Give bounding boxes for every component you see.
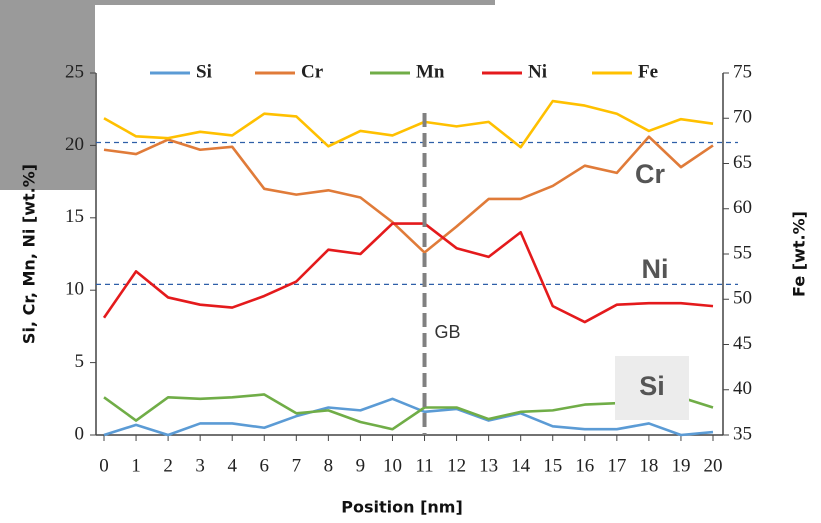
x-tick-label: 15	[543, 455, 562, 476]
y-tick-label: 20	[65, 134, 84, 155]
legend-label: Ni	[528, 61, 547, 82]
y2-tick-label: 45	[733, 333, 752, 354]
y-axis-title: Si, Cr, Mn, Ni [wt.%]	[20, 164, 39, 344]
x-axis-title: Position [nm]	[341, 498, 463, 517]
series-line	[102, 222, 714, 324]
x-tick-label: 3	[195, 455, 205, 476]
x-tick-label: 17	[607, 455, 626, 476]
y2-tick-label: 55	[733, 242, 752, 263]
x-tick-label: 18	[639, 455, 658, 476]
annotation: Cr	[635, 159, 665, 189]
x-tick-label: 6	[260, 455, 270, 476]
y2-tick-label: 35	[733, 423, 752, 444]
x-tick-label: 1	[131, 455, 141, 476]
y2-tick-label: 65	[733, 152, 752, 173]
boundary-label: GB	[435, 322, 461, 342]
annotation: Si	[639, 371, 665, 401]
legend-label: Mn	[416, 61, 445, 82]
x-tick-label: 9	[356, 455, 366, 476]
x-tick-label: 2	[163, 455, 173, 476]
y-tick-label: 5	[75, 351, 85, 372]
x-tick-label: 16	[575, 455, 594, 476]
y2-tick-label: 70	[733, 107, 752, 128]
x-tick-label: 13	[479, 455, 498, 476]
x-tick-label: 14	[511, 455, 531, 476]
x-tick-label: 11	[415, 455, 433, 476]
y-tick-label: 25	[65, 61, 84, 82]
x-tick-label: 20	[704, 455, 723, 476]
x-tick-label: 10	[383, 455, 402, 476]
legend-label: Fe	[638, 61, 658, 82]
legend-label: Cr	[301, 61, 324, 82]
x-tick-label: 12	[447, 455, 466, 476]
x-tick-label: 4	[227, 455, 237, 476]
y2-tick-label: 50	[733, 288, 752, 309]
x-tick-label: 7	[292, 455, 302, 476]
series-line	[103, 135, 714, 254]
y2-tick-label: 40	[733, 378, 752, 399]
series-line	[103, 99, 714, 149]
y2-tick-label: 60	[733, 197, 752, 218]
y2-axis-title: Fe [wt.%]	[790, 211, 809, 297]
x-tick-label: 19	[671, 455, 690, 476]
y-tick-label: 15	[65, 206, 84, 227]
y2-tick-label: 75	[733, 61, 752, 82]
y-tick-label: 0	[75, 423, 85, 444]
annotation: Ni	[642, 254, 669, 284]
series-line	[103, 397, 714, 437]
x-tick-label: 8	[324, 455, 334, 476]
background-photo	[0, 0, 495, 190]
x-tick-label: 0	[99, 455, 109, 476]
y-tick-label: 10	[65, 279, 84, 300]
series-line	[103, 393, 714, 431]
legend-label: Si	[196, 61, 212, 82]
annotation-box	[615, 356, 689, 420]
